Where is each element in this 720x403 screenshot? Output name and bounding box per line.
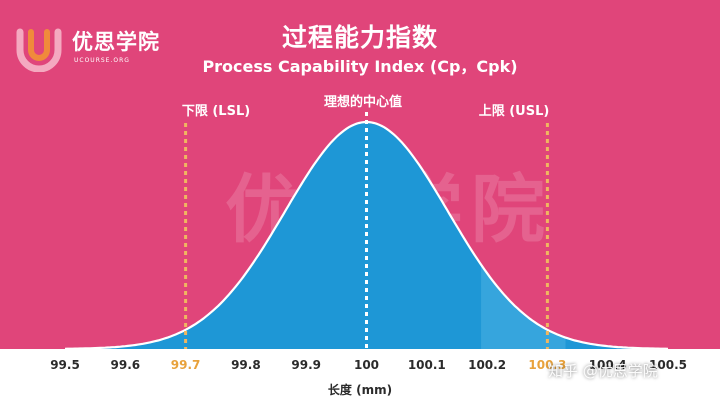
x-tick-label: 99.9: [291, 358, 321, 372]
x-tick-label: 99.5: [50, 358, 80, 372]
title-english: Process Capability Index (Cp，Cpk): [202, 57, 518, 76]
x-tick-label: 99.8: [231, 358, 261, 372]
x-tick-label: 99.7: [170, 358, 201, 372]
x-tick-label: 100.5: [649, 358, 687, 372]
x-axis-label: 长度 (mm): [327, 383, 393, 397]
logo-u-icon: [16, 28, 62, 72]
credit-watermark: 知乎 @优思学院: [548, 362, 658, 380]
logo: 优思学院 UCOURSE.ORG: [14, 24, 174, 74]
logo-subtitle: UCOURSE.ORG: [74, 57, 130, 64]
x-tick-label: 100: [353, 358, 380, 372]
lsl-label: 下限 (LSL): [181, 104, 251, 119]
title-chinese: 过程能力指数: [281, 23, 438, 52]
x-tick-label: 99.6: [110, 358, 141, 372]
usl-label: 上限 (USL): [478, 104, 550, 119]
logo-name: 优思学院: [72, 30, 160, 54]
x-tick-label: 100.2: [468, 358, 507, 372]
x-tick-label: 100.1: [407, 358, 446, 372]
x-tick-label: 100.3: [528, 358, 567, 372]
center-label: 理想的中心值: [323, 95, 403, 110]
axis-strip: [0, 349, 720, 403]
x-tick-label: 100.4: [588, 358, 627, 372]
